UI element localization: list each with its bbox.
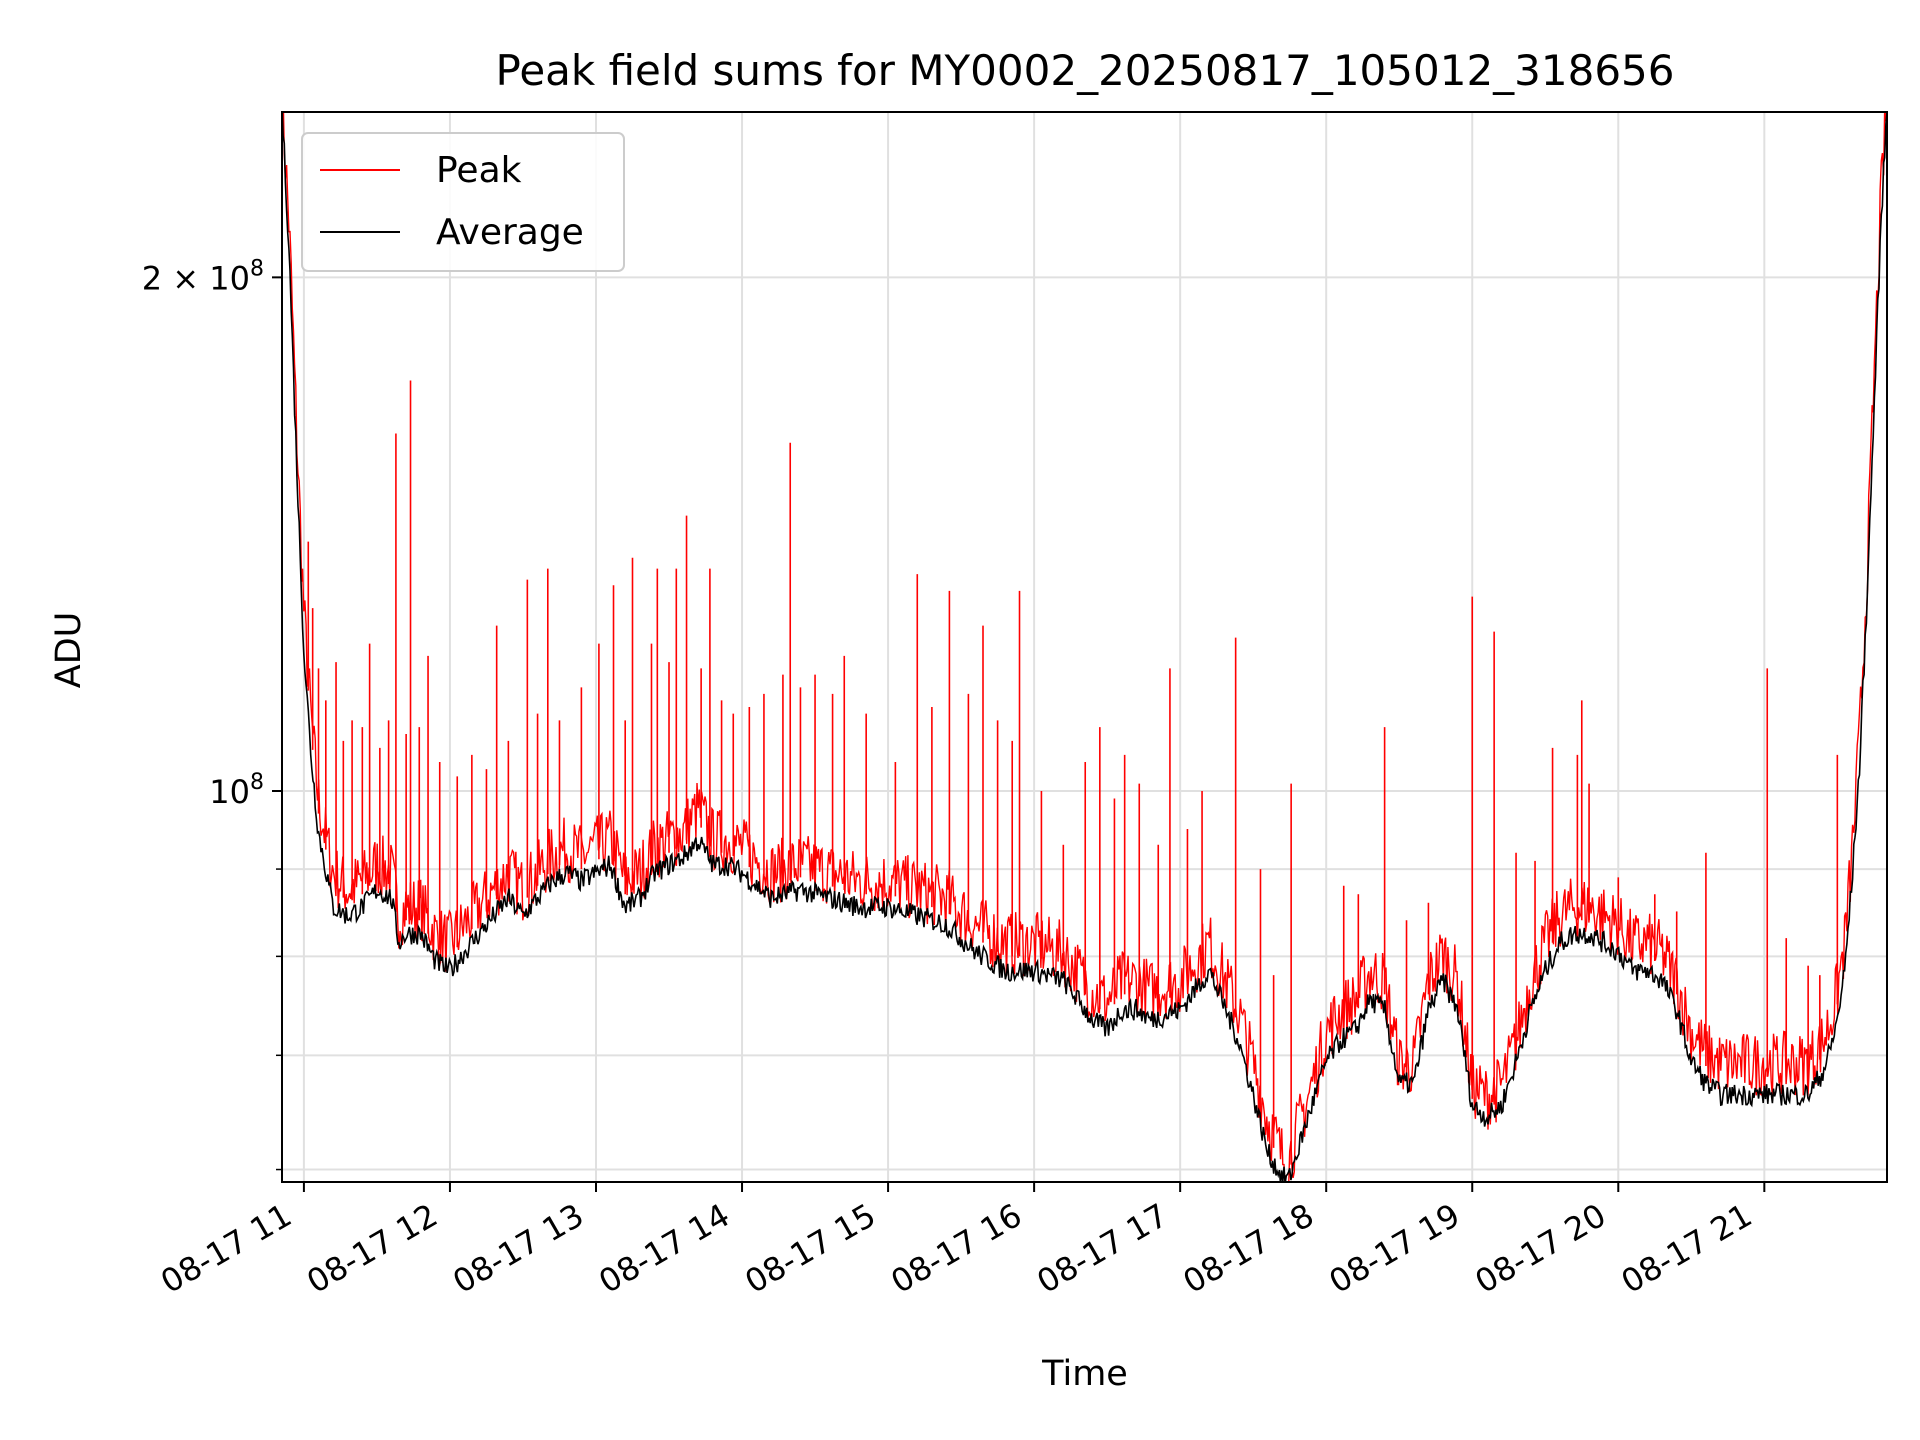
series-line-peak bbox=[282, 112, 1887, 1182]
y-tick-label: 108 bbox=[209, 770, 264, 811]
legend-label-average: Average bbox=[436, 212, 584, 253]
legend-label-peak: Peak bbox=[436, 150, 522, 191]
y-tick-label: 2 × 108 bbox=[142, 256, 264, 297]
axes-frame bbox=[281, 111, 1888, 1183]
legend: Peak Average bbox=[301, 132, 625, 272]
series-line-average bbox=[282, 112, 1887, 1182]
chart-title: Peak field sums for MY0002_20250817_1050… bbox=[495, 46, 1674, 95]
legend-box bbox=[301, 132, 625, 272]
series-group bbox=[282, 112, 1887, 1182]
x-axis-label: Time bbox=[1041, 1354, 1128, 1394]
y-axis-label: ADU bbox=[49, 612, 89, 689]
